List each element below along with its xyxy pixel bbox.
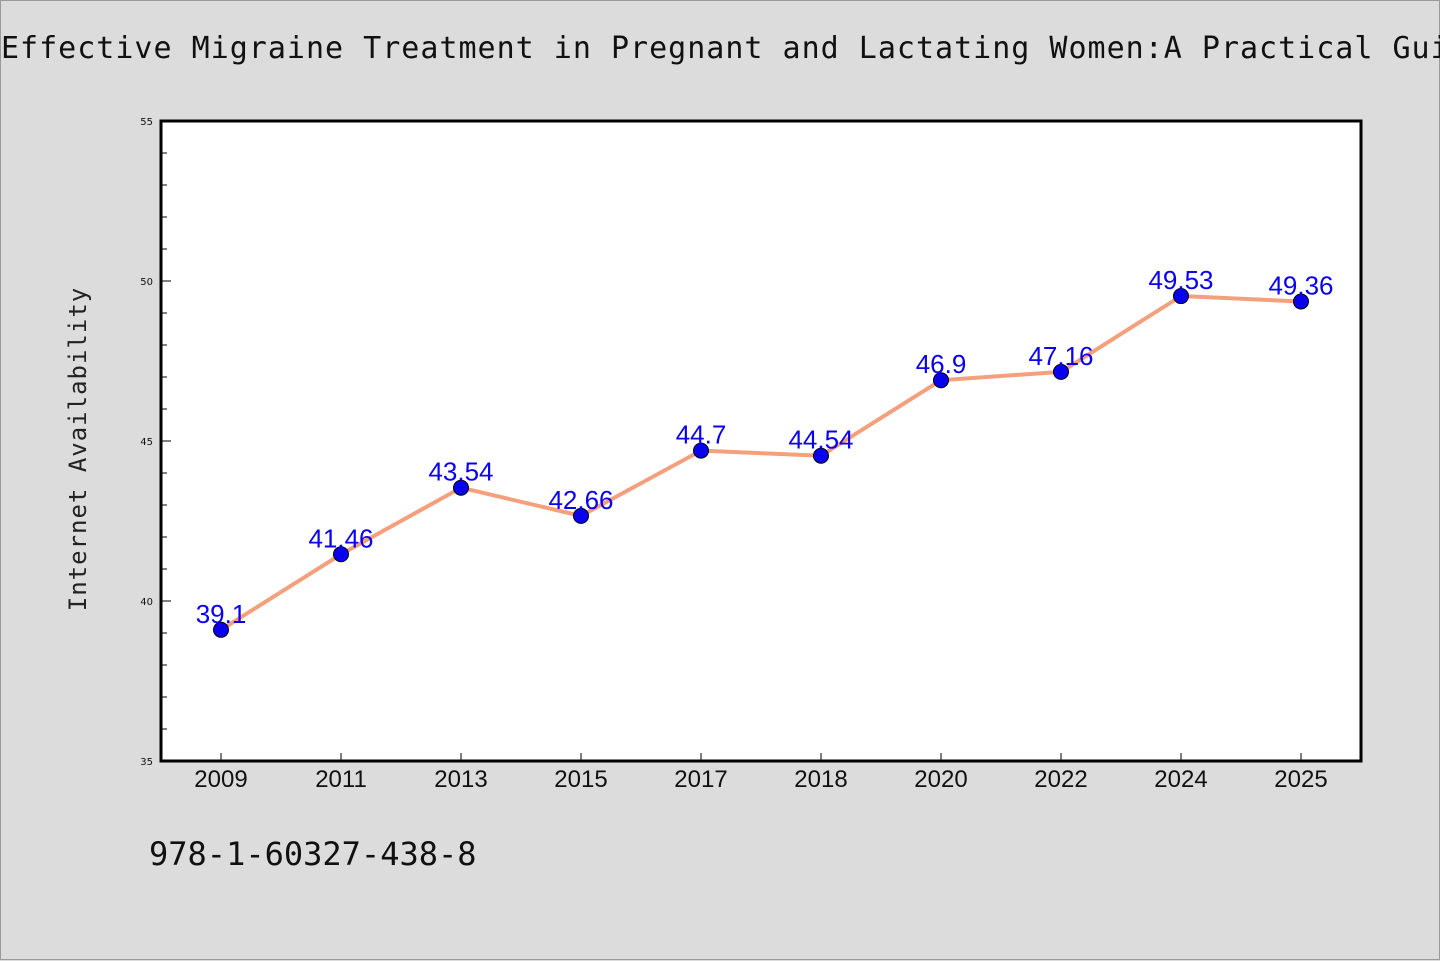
series-line-group	[219, 294, 1302, 632]
data-label: 42.66	[548, 485, 613, 515]
footer-text: 978-1-60327-438-8	[149, 835, 477, 873]
y-tick-label: 50	[140, 277, 153, 288]
data-labels-group: 39.1 41.46 43.54 42.66 44.7 44.54 46.9 47.16 49.…	[196, 265, 1334, 629]
y-tick-label: 55	[140, 117, 153, 128]
data-point	[213, 621, 229, 638]
data-label: 47.16	[1028, 341, 1093, 371]
x-tick-label: 2024	[1154, 766, 1207, 793]
data-label: 41.46	[308, 523, 373, 553]
y-tick-label: 45	[140, 437, 153, 448]
x-tick-label: 2020	[914, 766, 967, 793]
data-point	[1293, 293, 1309, 310]
data-point	[1173, 288, 1189, 305]
y-axis-label: Internet Availability	[64, 287, 92, 611]
x-tick-label: 2009	[194, 766, 247, 793]
x-tick-label: 2018	[794, 766, 847, 793]
data-point	[573, 507, 589, 524]
x-tick-label: 2015	[554, 766, 607, 793]
data-point	[1053, 363, 1069, 380]
data-label: 49.53	[1148, 265, 1213, 295]
x-tick-label: 2022	[1034, 766, 1087, 793]
plot-area	[159, 119, 1363, 763]
markers-group	[213, 288, 1309, 638]
x-tick-label: 2011	[315, 766, 367, 793]
data-label: 39.1	[196, 599, 247, 629]
x-tick-label: 2025	[1274, 766, 1327, 793]
data-point	[333, 546, 349, 563]
chart-title: Effective Migraine Treatment in Pregnant…	[1, 31, 1440, 66]
x-axis: 2009 2011 2013 2015 2017 2018 2020 2022 2024 2025	[194, 753, 1328, 793]
data-point	[693, 442, 709, 459]
x-tick-label: 2017	[674, 766, 727, 793]
y-axis: 35 40 45 50 55	[140, 117, 171, 768]
y-tick-label: 40	[140, 597, 153, 608]
y-tick-label: 35	[140, 757, 153, 768]
data-label: 46.9	[916, 349, 967, 379]
x-tick-label: 2013	[434, 766, 487, 793]
data-label: 44.7	[676, 420, 727, 450]
data-point	[813, 447, 829, 464]
data-point	[453, 479, 469, 496]
series-line	[219, 294, 1302, 632]
data-label: 43.54	[428, 457, 493, 487]
data-label: 49.36	[1268, 270, 1333, 300]
data-label: 44.54	[788, 425, 853, 455]
data-point	[933, 372, 949, 389]
